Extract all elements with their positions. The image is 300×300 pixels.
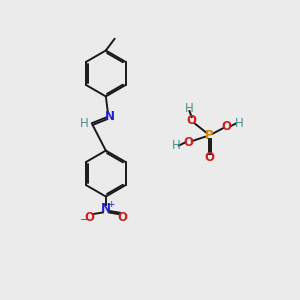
Text: +: +: [107, 200, 115, 209]
Text: N: N: [101, 202, 111, 215]
Text: P: P: [205, 129, 213, 142]
Text: O: O: [187, 114, 197, 127]
Text: O: O: [85, 211, 94, 224]
Text: −: −: [80, 215, 88, 225]
Text: O: O: [222, 120, 232, 133]
Text: N: N: [105, 110, 115, 123]
Text: H: H: [235, 117, 243, 130]
Text: H: H: [172, 139, 180, 152]
Text: H: H: [185, 102, 194, 115]
Text: O: O: [204, 151, 214, 164]
Text: O: O: [183, 136, 193, 149]
Text: H: H: [80, 117, 89, 130]
Text: O: O: [117, 211, 127, 224]
